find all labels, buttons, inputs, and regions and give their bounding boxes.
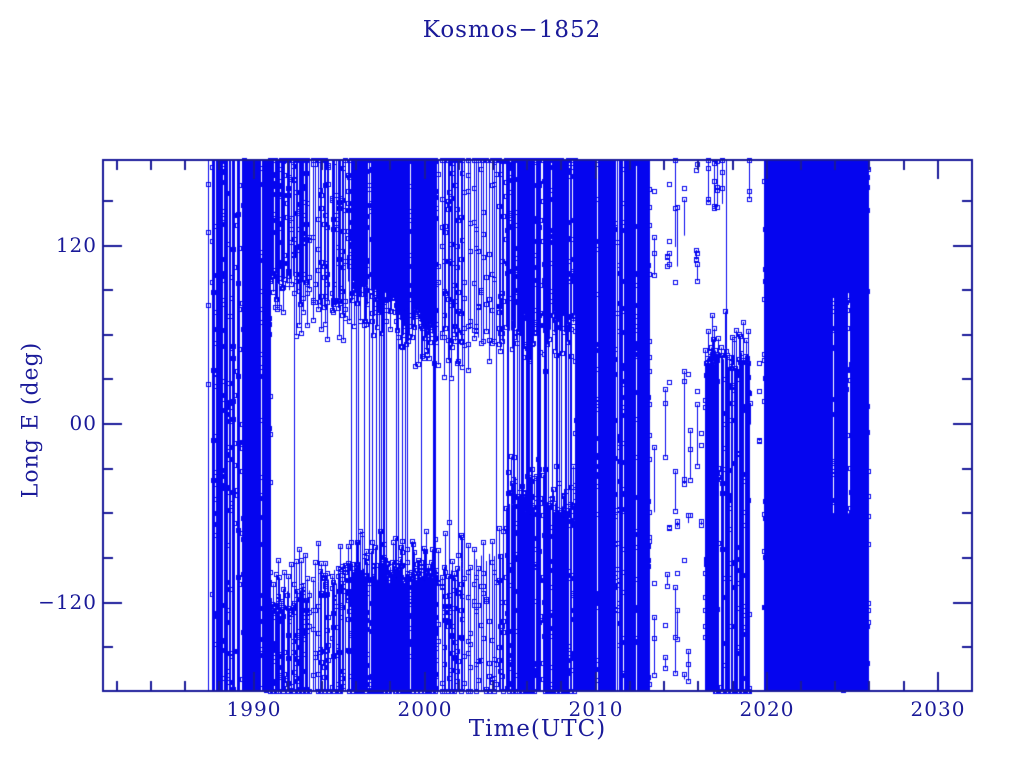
y-tick-label: 120: [55, 233, 97, 257]
x-tick-label: 2020: [739, 697, 795, 721]
x-tick-label: 2030: [910, 697, 966, 721]
x-tick-label: 2010: [568, 697, 624, 721]
y-tick-label: −120: [38, 590, 97, 614]
x-tick-label: 1990: [226, 697, 282, 721]
x-axis-label: Time(UTC): [468, 716, 607, 742]
y-tick-label: 00: [69, 411, 97, 435]
chart-title: Kosmos−1852: [422, 17, 602, 43]
x-tick-label: 2000: [397, 697, 453, 721]
